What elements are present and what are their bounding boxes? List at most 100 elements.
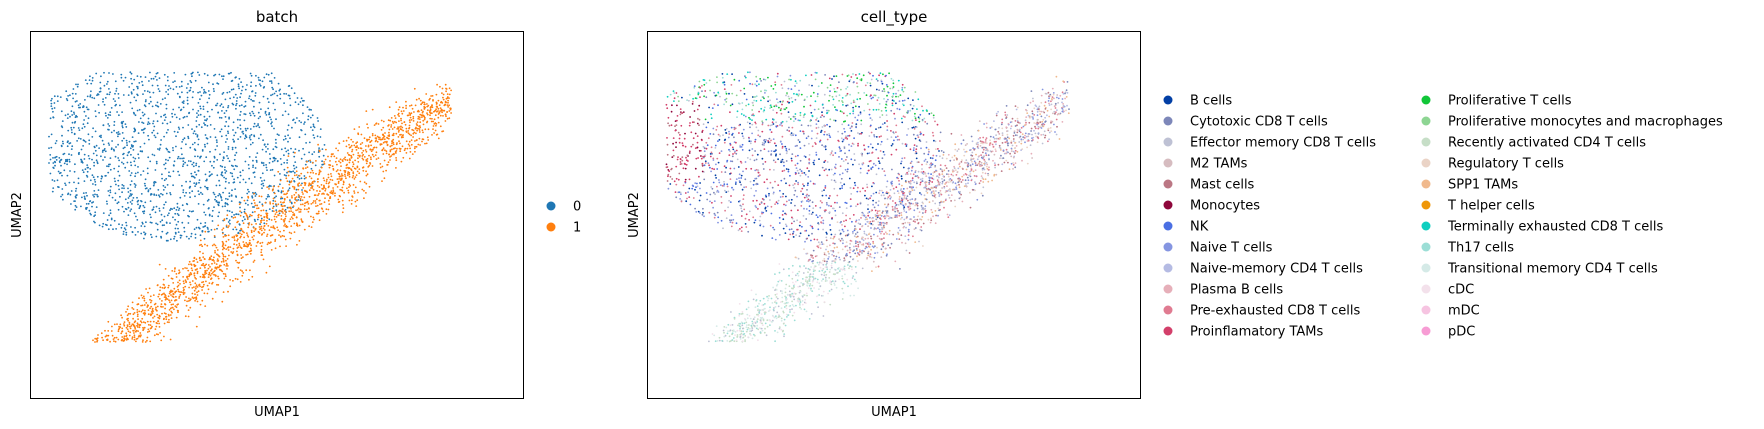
- batch-0-point: [132, 111, 135, 114]
- batch-1-point: [423, 105, 426, 108]
- batch-1-point: [341, 186, 344, 189]
- batch-1-point: [418, 125, 420, 127]
- batch-1-point: [201, 289, 204, 291]
- batch-0-point: [289, 199, 291, 202]
- batch-1-point: [397, 108, 400, 111]
- batch-0-point: [116, 202, 119, 205]
- batch-0-point: [121, 125, 124, 127]
- batch-1-point: [123, 321, 126, 323]
- batch-1-point: [342, 207, 345, 210]
- batch-0-point: [163, 163, 166, 166]
- batch-1-point: [92, 339, 94, 342]
- batch-1-point: [376, 135, 379, 138]
- batch-1-point: [272, 207, 274, 210]
- cell-type-point: [767, 124, 770, 127]
- batch-0-point: [70, 203, 72, 205]
- batch-1-point: [316, 204, 319, 207]
- batch-1-point: [215, 268, 218, 270]
- batch-1-point: [412, 115, 415, 118]
- batch-0-point: [74, 116, 77, 119]
- batch-1-point: [178, 295, 181, 298]
- cell-type-point: [790, 198, 793, 201]
- batch-1-point: [419, 99, 422, 102]
- batch-0-point: [142, 170, 145, 173]
- batch-1-point: [318, 149, 321, 152]
- batch-0-point: [206, 200, 209, 202]
- batch-0-point: [149, 213, 152, 216]
- cell-type-point: [733, 78, 736, 81]
- batch-0-point: [169, 87, 172, 90]
- batch-0-point: [189, 89, 192, 92]
- legend-label: 1: [573, 221, 581, 236]
- batch-1-point: [220, 260, 223, 263]
- cell-type-point: [723, 83, 726, 86]
- batch-0-point: [275, 195, 277, 198]
- batch-1-point: [171, 270, 174, 272]
- batch-0-point: [157, 88, 160, 90]
- batch-1-point: [386, 137, 389, 140]
- batch-1-point: [337, 149, 339, 152]
- batch-0-point: [253, 105, 255, 108]
- legend-marker: [546, 222, 556, 232]
- cell-type-point: [894, 117, 896, 120]
- batch-0-point: [166, 231, 169, 234]
- batch-1-point: [402, 156, 405, 159]
- batch-1-point: [337, 182, 340, 185]
- cell-type-point: [780, 112, 783, 115]
- batch-0-point: [88, 139, 91, 142]
- batch-1-point: [383, 177, 386, 180]
- batch-0-point: [213, 206, 215, 209]
- batch-0-point: [209, 150, 211, 153]
- cell-type-point: [870, 195, 873, 197]
- batch-0-point: [161, 224, 164, 227]
- cell-type-point: [738, 124, 741, 127]
- cell-type-point: [731, 155, 734, 158]
- batch-0-point: [181, 184, 183, 187]
- batch-1-point: [213, 243, 216, 246]
- batch-1-point: [265, 215, 268, 218]
- batch-1-point: [302, 187, 305, 189]
- cell-type-point: [710, 186, 713, 188]
- batch-1-point: [170, 294, 172, 296]
- cell-type-point: [869, 117, 872, 119]
- cell-type-point: [816, 216, 819, 219]
- cell-type-point: [832, 154, 834, 157]
- batch-1-point: [225, 262, 228, 265]
- batch-1-point: [323, 161, 325, 163]
- cell-type-point: [902, 115, 905, 118]
- cell-type-point: [895, 136, 897, 139]
- batch-1-point: [174, 299, 176, 302]
- batch-1-point: [411, 128, 414, 131]
- cell-type-point: [850, 125, 853, 128]
- batch-1-point: [384, 140, 386, 143]
- batch-0-point: [206, 226, 209, 229]
- batch-1-point: [433, 132, 435, 134]
- cell-type-point: [781, 195, 784, 198]
- cell-type-point: [920, 193, 923, 196]
- batch-1-point: [268, 265, 271, 268]
- batch-0-point: [205, 186, 208, 189]
- batch-0-point: [159, 143, 162, 146]
- batch-0-point: [102, 222, 105, 225]
- batch-0-point: [182, 126, 184, 129]
- batch-0-point: [195, 125, 198, 128]
- batch-0-point: [266, 195, 269, 198]
- batch-1-point: [403, 149, 406, 152]
- cell-type-point: [673, 100, 675, 102]
- cell-type-point: [885, 109, 888, 112]
- batch-0-point: [185, 191, 188, 194]
- batch-1-point: [209, 258, 212, 261]
- batch-1-point: [175, 306, 178, 309]
- batch-1-point: [424, 128, 427, 131]
- batch-1-point: [349, 159, 351, 162]
- batch-1-point: [298, 174, 301, 177]
- cell-type-point: [714, 174, 717, 177]
- batch-0-point: [186, 203, 189, 206]
- cell-type-point: [864, 218, 867, 221]
- batch-1-point: [295, 222, 298, 225]
- batch-1-point: [365, 150, 368, 153]
- cell-type-point: [817, 120, 820, 122]
- batch-1-point: [260, 251, 263, 254]
- cell-type-point: [712, 159, 715, 161]
- batch-0-point: [206, 118, 209, 120]
